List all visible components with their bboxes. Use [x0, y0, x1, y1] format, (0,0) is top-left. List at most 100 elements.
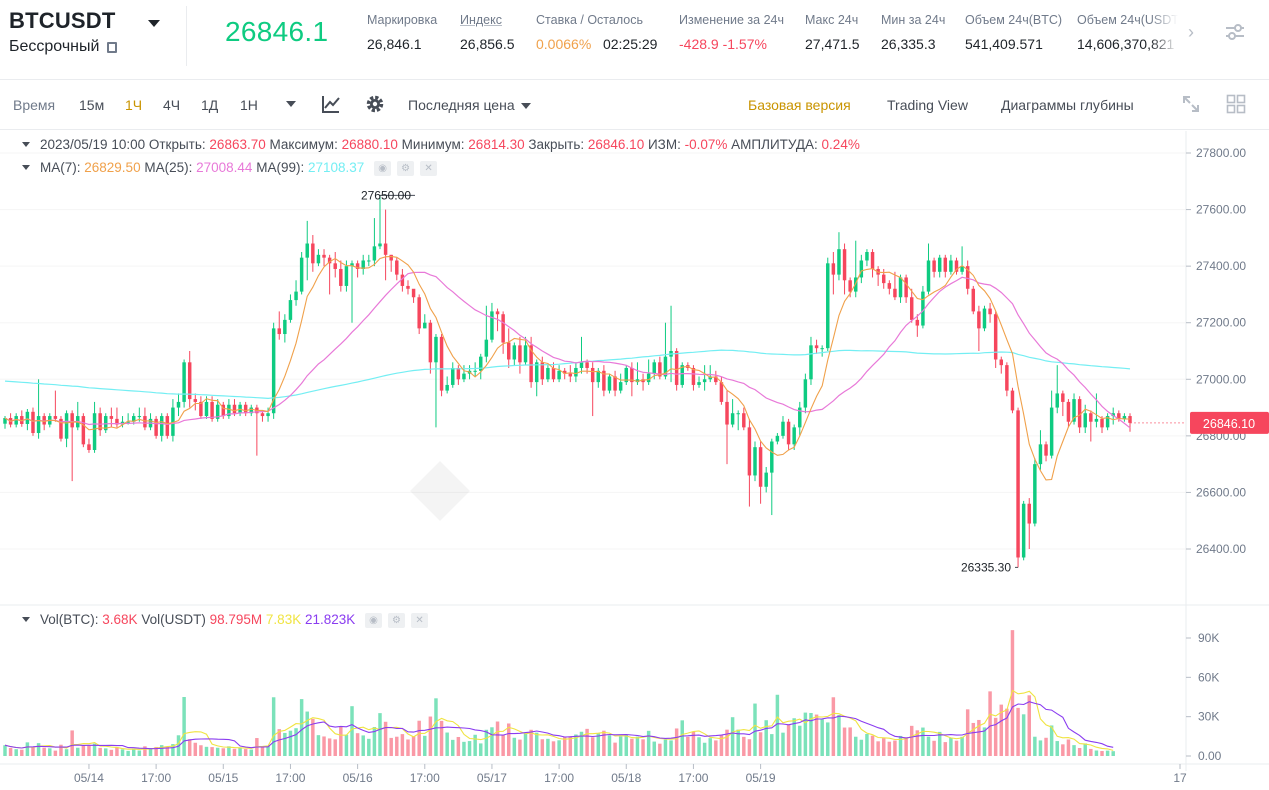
view-tradingview[interactable]: Trading View	[887, 97, 968, 113]
candle-body	[965, 266, 970, 289]
volume-bar	[534, 732, 539, 756]
candle-body	[1111, 413, 1115, 417]
volume-bar	[120, 749, 125, 756]
candle-body	[182, 362, 186, 402]
volume-bar	[87, 745, 91, 756]
volume-bar	[104, 748, 108, 756]
gear-icon[interactable]: ⚙	[388, 612, 406, 628]
interval-15m[interactable]: 15м	[79, 97, 105, 113]
stat-label: Мин за 24ч	[881, 13, 946, 27]
volume-bar	[719, 734, 724, 756]
volume-bar	[630, 738, 634, 756]
time-tick-label: 05/19	[746, 771, 776, 785]
collapse-triangle-icon[interactable]	[22, 164, 30, 170]
symbol-name[interactable]: BTCUSDT	[9, 8, 116, 33]
interval-1h[interactable]: 1Ч	[125, 97, 143, 113]
collapse-triangle-icon[interactable]	[22, 141, 30, 147]
interval-1d[interactable]: 1Д	[201, 97, 219, 113]
candle-body	[271, 328, 276, 414]
volume-bar	[932, 740, 936, 756]
volume-bar	[484, 729, 489, 756]
volume-bar	[81, 745, 86, 756]
layout-grid-icon[interactable]	[1226, 94, 1246, 114]
candle-body	[988, 308, 992, 315]
close-icon[interactable]: ✕	[420, 160, 438, 176]
legend-ma7-label: MA(7):	[40, 160, 81, 175]
volume-bar	[344, 734, 349, 756]
price-type-dropdown[interactable]: Последняя цена	[408, 97, 531, 113]
candle-body	[809, 345, 813, 380]
chevron-right-icon[interactable]: ›	[1188, 22, 1194, 42]
collapse-triangle-icon[interactable]	[22, 616, 30, 622]
volume-bar	[1049, 725, 1054, 756]
candle-body	[322, 254, 326, 258]
eye-icon[interactable]: ◉	[365, 612, 383, 628]
candle-body	[534, 362, 539, 383]
eye-icon[interactable]: ◉	[374, 160, 392, 176]
legend-ma99: 27108.37	[307, 160, 365, 175]
volume-bar	[31, 746, 35, 756]
contract-type: Бессрочный	[9, 38, 118, 56]
candle-body	[971, 288, 976, 312]
volume-ma-long-line	[4, 701, 1114, 750]
candle-body	[680, 365, 684, 385]
candle-body	[949, 260, 953, 272]
volume-bar	[126, 750, 130, 756]
gear-icon[interactable]: ⚙	[397, 160, 415, 176]
view-basic[interactable]: Базовая версия	[748, 97, 851, 113]
candle-body	[1094, 418, 1099, 422]
volume-bar	[227, 746, 231, 756]
fade-overlay	[1150, 0, 1190, 79]
ma99-line	[4, 349, 1131, 400]
book-icon[interactable]	[107, 41, 118, 53]
close-icon[interactable]: ✕	[411, 612, 429, 628]
volume-bar	[243, 749, 248, 756]
candle-body	[568, 373, 573, 377]
candle-body	[1105, 416, 1110, 428]
indicators-icon[interactable]	[321, 94, 341, 114]
stat-mark-price: Маркировка 26,846.1	[367, 13, 437, 52]
candle-body	[350, 263, 354, 267]
candlestick-chart[interactable]: 26400.00 26600.00 26800.00 27000.00 27200.00…	[0, 131, 1269, 790]
symbol-selector[interactable]: BTCUSDT Бессрочный	[9, 8, 118, 56]
candle-body	[406, 285, 410, 289]
chevron-down-icon[interactable]	[148, 20, 160, 27]
volume-bar	[389, 737, 393, 756]
sliders-icon[interactable]	[1224, 22, 1246, 42]
candle-body	[344, 266, 349, 286]
stat-index-price[interactable]: Индекс 26,856.5	[460, 13, 515, 52]
volume-bar	[92, 743, 97, 756]
volume-bar	[1077, 748, 1082, 756]
candle-body	[551, 367, 556, 380]
candle-body	[977, 311, 981, 329]
legend-amplitude: 0.24%	[821, 137, 860, 152]
candle-body	[428, 322, 433, 363]
interval-1w[interactable]: 1Н	[240, 97, 258, 113]
candle-body	[915, 319, 920, 326]
contract-type-label: Бессрочный	[9, 38, 100, 55]
volume-bar	[781, 732, 785, 756]
candle-body	[518, 345, 522, 363]
price-tick-label: 27800.00	[1196, 146, 1246, 160]
volume-bar	[193, 742, 198, 756]
funding-countdown: 02:25:29	[602, 36, 658, 52]
volume-bar	[395, 736, 399, 756]
candle-body	[579, 362, 584, 368]
candle-body	[3, 418, 7, 424]
volume-bar	[557, 740, 561, 756]
stat-label[interactable]: Индекс	[460, 13, 502, 27]
gear-icon[interactable]	[365, 94, 385, 114]
volume-bar	[512, 737, 517, 756]
legend-low-label: Минимум:	[401, 137, 465, 152]
candle-body	[1044, 444, 1048, 456]
candle-body	[104, 416, 108, 431]
fullscreen-icon[interactable]	[1181, 94, 1201, 114]
candle-body	[227, 404, 231, 417]
candle-body	[383, 243, 388, 255]
volume-bar	[64, 749, 69, 756]
candle-body	[999, 359, 1004, 366]
chart-canvas[interactable]: 26400.0026600.0026800.0027000.0027200.00…	[0, 131, 1269, 790]
interval-more-chevron-icon[interactable]	[286, 101, 296, 107]
interval-4h[interactable]: 4Ч	[163, 97, 181, 113]
view-depth-chart[interactable]: Диаграммы глубины	[1001, 97, 1134, 113]
